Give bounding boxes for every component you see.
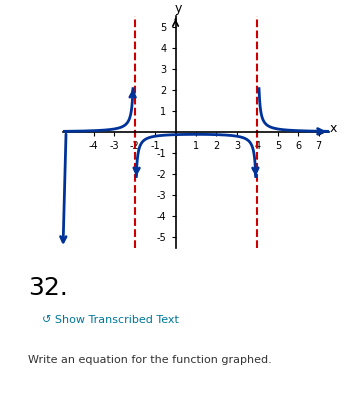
Text: x: x [330,122,337,135]
Text: Write an equation for the function graphed.: Write an equation for the function graph… [28,355,272,365]
Text: ↺ Show Transcribed Text: ↺ Show Transcribed Text [42,315,179,325]
Text: y: y [175,2,182,15]
Text: 32.: 32. [28,276,68,300]
